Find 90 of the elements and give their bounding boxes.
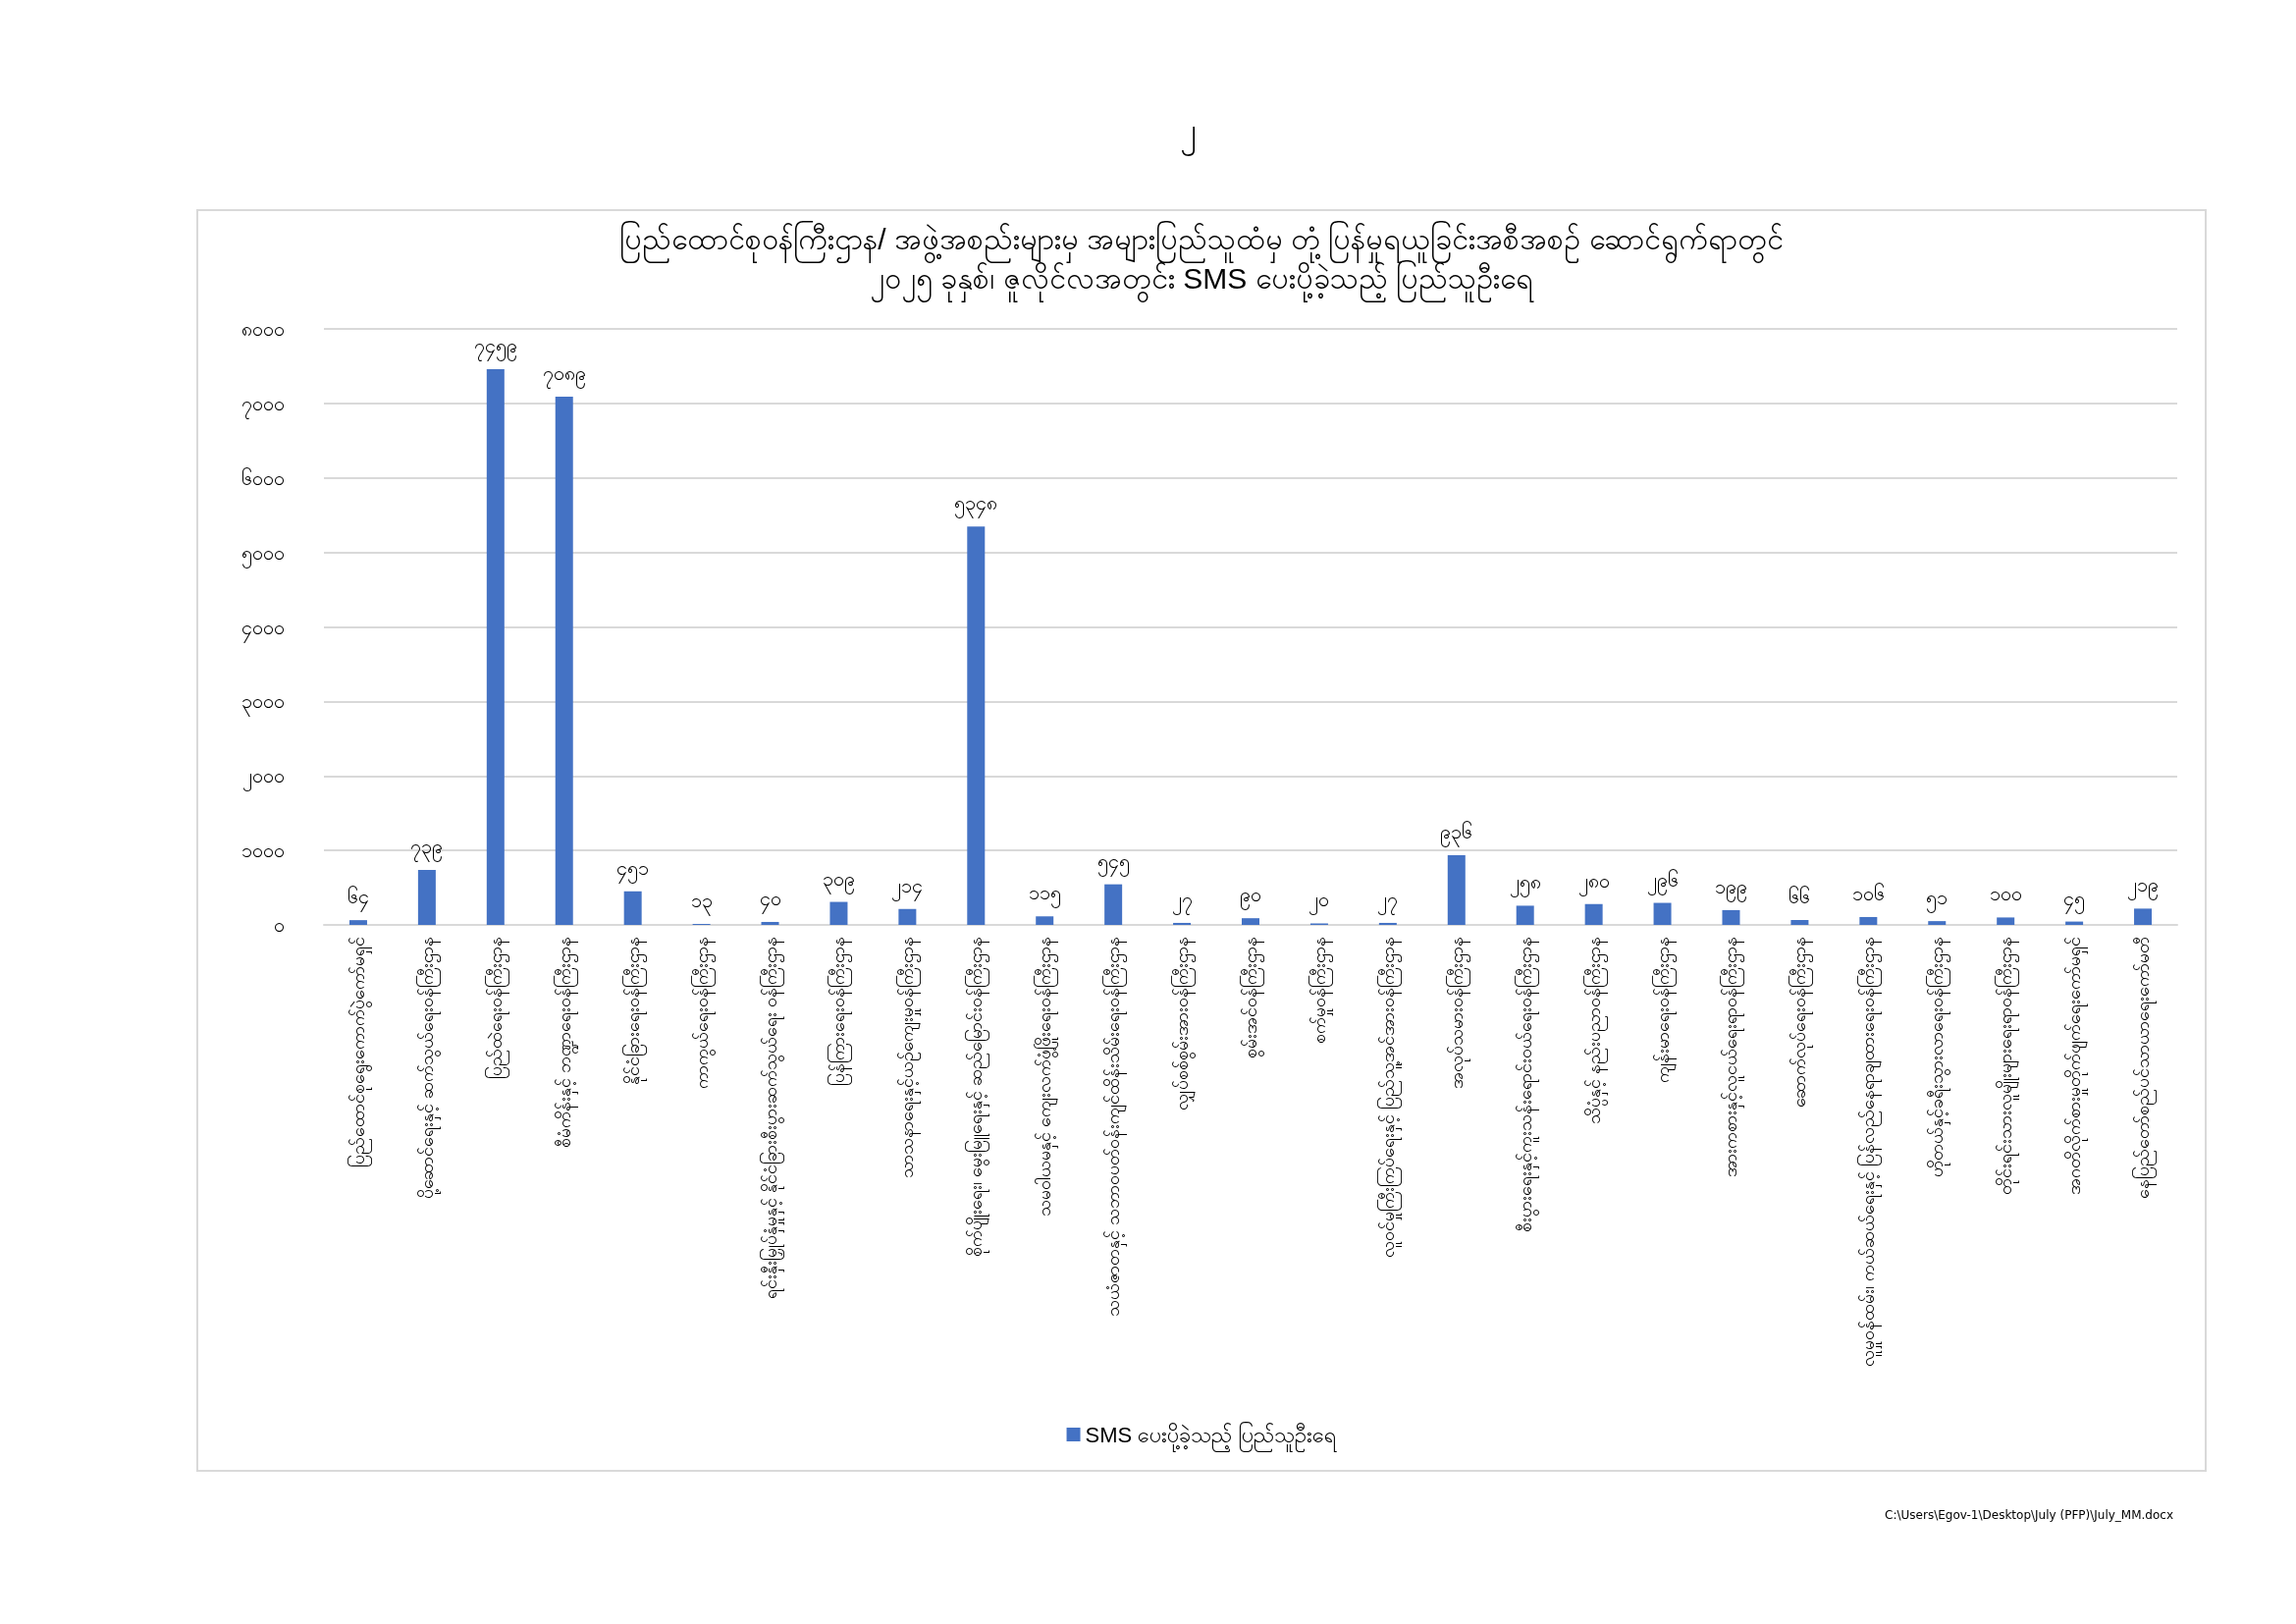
y-tick-label: ၁၀၀၀ [241,839,285,862]
bar [1859,916,1878,925]
bar [1722,909,1740,925]
data-label: ၄၅၁ [616,856,650,884]
data-label: ၉၃၆ [1440,820,1473,847]
bar [1928,921,1947,925]
bar [898,908,917,925]
x-tick-label: ပြည်ထဲရေးဝန်ကြီးဌာန [484,937,509,1079]
x-tick-label: နေပြည်တော်စည်ပင်သာယာရေးကော်မတီ [2132,937,2158,1199]
data-label: ၄၅ [2063,887,2086,914]
x-tick-label: လူဝင်မှုကြီးကြပ်ရေးနှင့် ပြည်သူ့အင်အားဝန်ကြီးဌာန [1376,937,1402,1259]
bar [1790,919,1809,925]
data-label: ၃၀၉ [822,867,855,894]
y-tick-label: ၅၀၀၀ [241,541,285,568]
x-tick-label: အားကစားနှင့်လူငယ်ရေးရာဝန်ကြီးဌာန [1720,937,1745,1177]
y-tick-label: ၃၀၀၀ [241,690,285,718]
data-label: ၂၈၀ [1577,869,1610,896]
data-label: ၄၀ [759,887,781,914]
data-label: ၁၁၅ [1028,882,1061,909]
bar [761,921,779,925]
bar [1584,903,1603,925]
y-tick-label: ၄၀၀၀ [241,616,285,643]
data-label: ၂၇ [1377,888,1399,915]
x-tick-label: ပြန်ကြားရေးဝန်ကြီးဌာန [828,937,853,1086]
data-label: ၂၅၈ [1509,871,1541,898]
bar [1997,917,2015,925]
bar [1242,918,1259,925]
data-label: ၁၉၉ [1714,875,1747,902]
x-tick-label: အဂတိလိုက်စားမှုတိုက်ဖျက်ရေးကော်မရှင် [2064,937,2089,1195]
data-label: ၁၃ [690,890,713,917]
bar [348,920,367,925]
data-label: ၂၇ [1171,888,1193,915]
data-label: ၅၄၅ [1096,849,1130,877]
x-tick-label: နိုင်ငံခြားရေးဝန်ကြီးဌာန [621,937,647,1085]
data-label: ၅၃၄၈ [954,492,998,519]
x-tick-label: ပို့ဆောင်ရေးနှင့် ဆက်သွယ်ရေးဝန်ကြီးဌာန [415,937,441,1200]
bar [1516,905,1534,925]
bar [967,526,986,925]
x-tick-label: သိပ္ပံနှင့် နည်းပညာဝန်ကြီးဌာန [1582,937,1608,1125]
x-tick-label: စိုက်ပျိုးရေး၊ မွေးမြူရေးနှင့် ဆည်မြောင်းဝန်ကြီးဌာန [965,937,990,1258]
legend-label: SMS ပေးပို့ခဲ့သည့် ပြည်သူဦးရေ [1085,1421,1338,1452]
data-label: ၆၆ [1789,885,1811,907]
x-tick-label: ဟိုတယ်နှင့်ခရီးသွားလာရေးဝန်ကြီးဌာန [1926,937,1951,1177]
x-tick-label: လူမှုဝန်ထမ်း၊ ကယ်ဆယ်ရေးနှင့် ပြန်လည်နေရာချထားရေးဝန်ကြီးဌာန [1857,937,1883,1368]
bar [1173,922,1192,925]
x-tick-label: ကျန်းမာရေးဝန်ကြီးဌာန [1651,937,1677,1083]
bar [1378,922,1397,925]
x-tick-label: ပြည်ထောင်စုရွေးကောက်ပွဲကော်မရှင် [347,937,372,1167]
x-tick-label: စီးပွားရေးနှင့်ကူးသန်းရောင်းဝယ်ရေးဝန်ကြီးဌာန [1514,937,1539,1232]
y-tick-label: ၂၀၀၀ [242,765,285,792]
bar [1036,916,1054,925]
data-label: ၂၀ [1308,889,1330,916]
x-tick-label: အလုပ်သမားဝန်ကြီးဌာန [1445,937,1470,1089]
x-tick-label: ဆောက်လုပ်ရေးဝန်ကြီးဌာန [1789,937,1814,1108]
data-label: ၁၀၀ [1989,883,2022,905]
bar [486,369,505,925]
y-tick-label: ၆၀၀၀ [241,466,285,489]
y-tick-label: ၇၀၀၀ [241,392,285,419]
x-tick-label: စွမ်းအင်ဝန်ကြီးဌာန [1240,937,1264,1058]
text: C:\Users\Egov-1\Desktop\July (PFP)\July_MM.docx [1885,1508,2173,1522]
x-tick-label: သယံဇာတနှင့် သဘာဝပတ်ဝန်းကျင်ထိန်းသိမ်းရေးဝန်ကြီးဌာန [1102,937,1128,1318]
bar [555,397,573,925]
x-tick-label: စက်မှုဝန်ကြီးဌာန [1308,937,1333,1044]
y-tick-label: ၈၀၀၀ [241,318,285,340]
bar [1104,884,1123,925]
data-label: ၁၀၆ [1851,882,1885,904]
x-tick-label: လျှပ်စစ်စွမ်းအားဝန်ကြီးဌာန [1171,937,1197,1110]
y-tick-label: ၀ [274,914,285,936]
bar [2134,908,2153,925]
data-label: ၇၀၈၉ [542,362,586,390]
bar [1447,854,1466,925]
x-tick-label: စီမံကိန်းနှင့် ဘဏ္ဍာရေးဝန်ကြီးဌာန [553,937,578,1149]
bar [1653,902,1672,925]
x-tick-label: သာသနာရေးနှင့်ယဉ်ကျေးမှုဝန်ကြီးဌာန [896,937,922,1178]
x-tick-label: သမဝါယမနှင့် ကျေးလက်ဖွံ့ဖြိုးရေးဝန်ကြီးဌာန [1034,937,1059,1218]
data-label: ၂၁၉ [2127,874,2160,901]
data-label: ၂၉၆ [1646,868,1679,895]
data-label: ၅၁ [1926,887,1949,914]
bar [623,891,642,925]
data-label: ၉၀ [1240,884,1261,911]
text: ၂ [1178,109,1198,158]
bar [417,869,436,925]
data-label: ၇၄၅၉ [473,335,517,362]
x-tick-label: ရင်းနှီးမြှုပ်နှံမှုနှင့် နိုင်ငံခြားစီးပွားဆက်သွယ်ရေး ဝန်ကြီးဌာန [759,937,784,1300]
x-tick-label: တိုင်းရင်းသားလူမျိုးများရေးရာဝန်ကြီးဌာန [1995,937,2020,1195]
x-tick-label: ကာကွယ်ရေးဝန်ကြီးဌာန [690,937,716,1089]
bar [829,901,848,925]
data-label: ၂၁၄ [891,874,924,901]
data-label: ၇၃၉ [410,835,444,862]
data-label: ၆၄ [347,886,369,913]
